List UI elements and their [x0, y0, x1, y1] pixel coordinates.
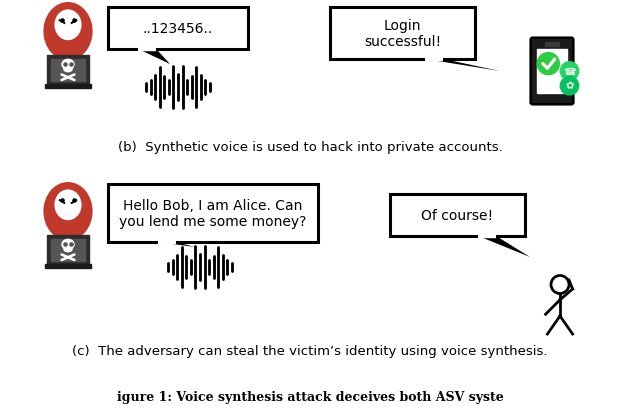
- Ellipse shape: [62, 60, 74, 70]
- Bar: [544, 43, 559, 47]
- Text: Hello Bob, I am Alice. Can
you lend me some money?: Hello Bob, I am Alice. Can you lend me s…: [119, 198, 307, 229]
- Circle shape: [538, 54, 559, 76]
- Circle shape: [560, 63, 578, 81]
- Bar: [47, 236, 89, 265]
- Bar: [45, 264, 91, 269]
- Circle shape: [560, 77, 578, 96]
- Ellipse shape: [55, 191, 81, 220]
- Bar: [50, 60, 86, 82]
- Polygon shape: [478, 236, 530, 257]
- FancyBboxPatch shape: [531, 38, 574, 105]
- Text: igure 1: Voice synthesis attack deceives both ASV syste: igure 1: Voice synthesis attack deceives…: [117, 391, 503, 404]
- Text: ..123456..: ..123456..: [143, 22, 213, 36]
- Text: (b)  Synthetic voice is used to hack into private accounts.: (b) Synthetic voice is used to hack into…: [118, 141, 502, 154]
- Polygon shape: [138, 50, 170, 65]
- Bar: [108, 184, 318, 243]
- Ellipse shape: [64, 67, 72, 72]
- Polygon shape: [425, 60, 500, 72]
- Ellipse shape: [44, 4, 92, 61]
- Ellipse shape: [44, 183, 92, 240]
- Text: Of course!: Of course!: [422, 209, 494, 222]
- Ellipse shape: [55, 11, 81, 40]
- Bar: [108, 8, 248, 50]
- Bar: [390, 195, 525, 236]
- Ellipse shape: [64, 247, 72, 252]
- Bar: [45, 85, 91, 89]
- Bar: [50, 239, 86, 261]
- Bar: [538, 50, 567, 94]
- Bar: [330, 8, 475, 60]
- Text: ✿: ✿: [565, 81, 574, 92]
- Polygon shape: [158, 243, 195, 247]
- Bar: [47, 56, 89, 85]
- Ellipse shape: [62, 240, 74, 250]
- Text: (c)  The adversary can steal the victim’s identity using voice synthesis.: (c) The adversary can steal the victim’s…: [73, 345, 547, 357]
- Text: Login
successful!: Login successful!: [364, 19, 441, 49]
- Text: ☎: ☎: [563, 67, 576, 77]
